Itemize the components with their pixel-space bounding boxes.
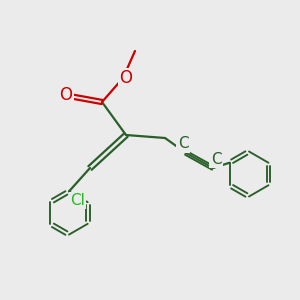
Text: C: C xyxy=(178,136,188,152)
Text: O: O xyxy=(119,69,133,87)
Text: C: C xyxy=(211,152,221,166)
Text: O: O xyxy=(59,85,73,103)
Text: Cl: Cl xyxy=(70,193,85,208)
